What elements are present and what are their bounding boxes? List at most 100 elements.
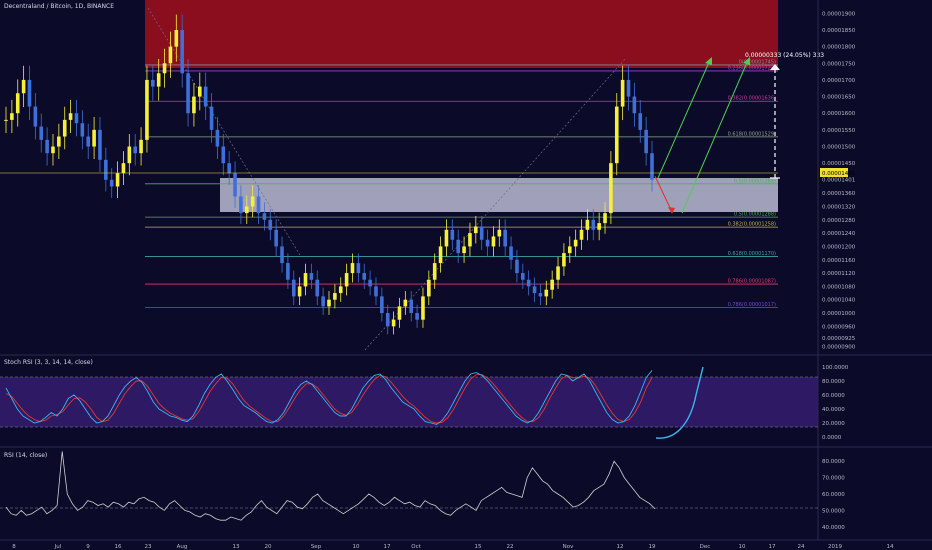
candle <box>550 270 554 299</box>
time-tick-label: Sep <box>311 544 322 550</box>
price-tick-label: 0.00001320 <box>822 204 856 210</box>
candle <box>562 243 566 276</box>
candle <box>233 161 237 208</box>
time-tick-label: Jul <box>54 544 62 550</box>
candle <box>597 212 601 241</box>
price-tick-label: 0.00001650 <box>822 95 856 101</box>
candle <box>10 99 14 134</box>
candle <box>268 209 273 241</box>
candle <box>544 280 549 306</box>
time-tick-label: 17 <box>384 544 391 550</box>
rsi-tick-label: 70.0000 <box>822 476 845 482</box>
price-tick-label: 0.00001000 <box>822 311 856 317</box>
time-tick-label: 14 <box>887 544 894 550</box>
candle <box>209 93 214 143</box>
candle <box>532 277 537 302</box>
candle <box>203 72 208 121</box>
price-pane[interactable]: 0(0.00001745)0.236(0.00001727) 0.382(0.00… <box>0 0 824 351</box>
candle <box>573 229 578 257</box>
rsi-tick-label: 60.0000 <box>822 492 845 498</box>
candle <box>503 219 507 257</box>
fib-level-label: 0(0.00001745) <box>739 59 776 65</box>
candle <box>262 202 267 231</box>
candle <box>444 219 449 257</box>
candle <box>591 209 596 241</box>
fib-level-label: 0.5(0.00001288) <box>734 212 776 218</box>
supply-zone <box>145 0 778 68</box>
candle <box>526 270 531 296</box>
time-axis[interactable]: 8 Jul 9 16 23 Aug 13 20 Sep 10 17 Oct 15 22 Nov 12 19 Dec… <box>12 544 894 550</box>
rsi-line <box>5 451 656 521</box>
time-tick-label: Nov <box>563 544 574 550</box>
candle <box>291 270 296 306</box>
price-tick-label: 0.00001800 <box>822 45 856 51</box>
stoch-tick-label: 0.0000 <box>822 435 842 441</box>
candle <box>250 185 255 218</box>
rsi-title: RSI (14, close) <box>4 452 47 459</box>
candle <box>385 304 390 335</box>
candle <box>27 65 32 121</box>
candle <box>92 116 96 160</box>
stoch-rsi-pane[interactable]: Stoch RSI (3, 3, 14, 14, close) 100.0000… <box>0 359 849 441</box>
candle <box>638 99 643 143</box>
candle <box>344 263 349 296</box>
price-tick-label: 0.00001040 <box>822 298 856 304</box>
candle <box>4 106 8 134</box>
price-axis[interactable]: 0.00001900 0.00001850 0.00001800 0.00001750… <box>822 11 856 350</box>
rsi-axis: 80.0000 70.0000 60.0000 50.0000 40.0000 <box>822 459 845 531</box>
fib-level-label: 0.5(0.00001388) <box>734 178 776 184</box>
price-tick-label: 0.00000960 <box>822 324 856 330</box>
candle <box>603 202 607 234</box>
stoch-tick-label: 20.0000 <box>822 421 845 427</box>
time-tick-label: Oct <box>411 544 421 550</box>
red-arrow-head <box>668 207 675 214</box>
candle <box>614 93 619 176</box>
stoch-tick-label: 80.0000 <box>822 379 845 385</box>
candle <box>21 65 26 108</box>
price-tick-label: 0.00001360 <box>822 191 856 197</box>
price-tick-label: 0.00000900 <box>822 344 856 350</box>
candle <box>274 219 278 257</box>
candle <box>321 287 325 315</box>
time-tick-label: 16 <box>115 544 122 550</box>
candle <box>403 291 408 315</box>
candle <box>145 65 149 153</box>
candle <box>186 58 190 127</box>
diagonal-trend-line-2 <box>364 57 627 351</box>
price-tick-label: 0.00001080 <box>822 284 856 290</box>
rsi-pane[interactable]: RSI (14, close) 80.0000 70.0000 60.0000 50.… <box>0 451 845 531</box>
candle <box>15 79 20 127</box>
candle <box>127 134 132 176</box>
price-tick-label: 0.00001200 <box>822 244 856 250</box>
price-tick-label: 0.00001900 <box>822 11 856 17</box>
candle <box>438 236 443 273</box>
candle <box>432 253 437 289</box>
candle <box>567 236 572 263</box>
fib-level-label: 0.786(0.00001017) <box>728 302 776 308</box>
diagonal-trend-line <box>147 7 301 256</box>
stoch-k-line <box>5 370 653 425</box>
candle <box>327 291 331 315</box>
price-tick-label: 0.00001280 <box>822 218 856 224</box>
candle <box>456 229 460 263</box>
candle <box>485 229 490 257</box>
stoch-tick-label: 40.0000 <box>822 407 845 413</box>
candle <box>479 215 484 250</box>
candle <box>620 65 625 121</box>
candle <box>62 106 67 150</box>
candle <box>256 185 261 224</box>
stoch-tick-label: 60.0000 <box>822 393 845 399</box>
candle <box>286 253 290 289</box>
candle <box>338 277 343 302</box>
price-tick-label: 0.00000925 <box>822 336 856 342</box>
candle <box>556 256 560 289</box>
candle <box>51 134 55 166</box>
candle <box>139 127 143 166</box>
candle <box>180 14 184 88</box>
time-tick-label: Aug <box>177 544 188 550</box>
candle <box>86 123 91 160</box>
price-tick-label: 0.00001240 <box>822 231 856 237</box>
price-tick-label: 0.00001850 <box>822 28 856 34</box>
